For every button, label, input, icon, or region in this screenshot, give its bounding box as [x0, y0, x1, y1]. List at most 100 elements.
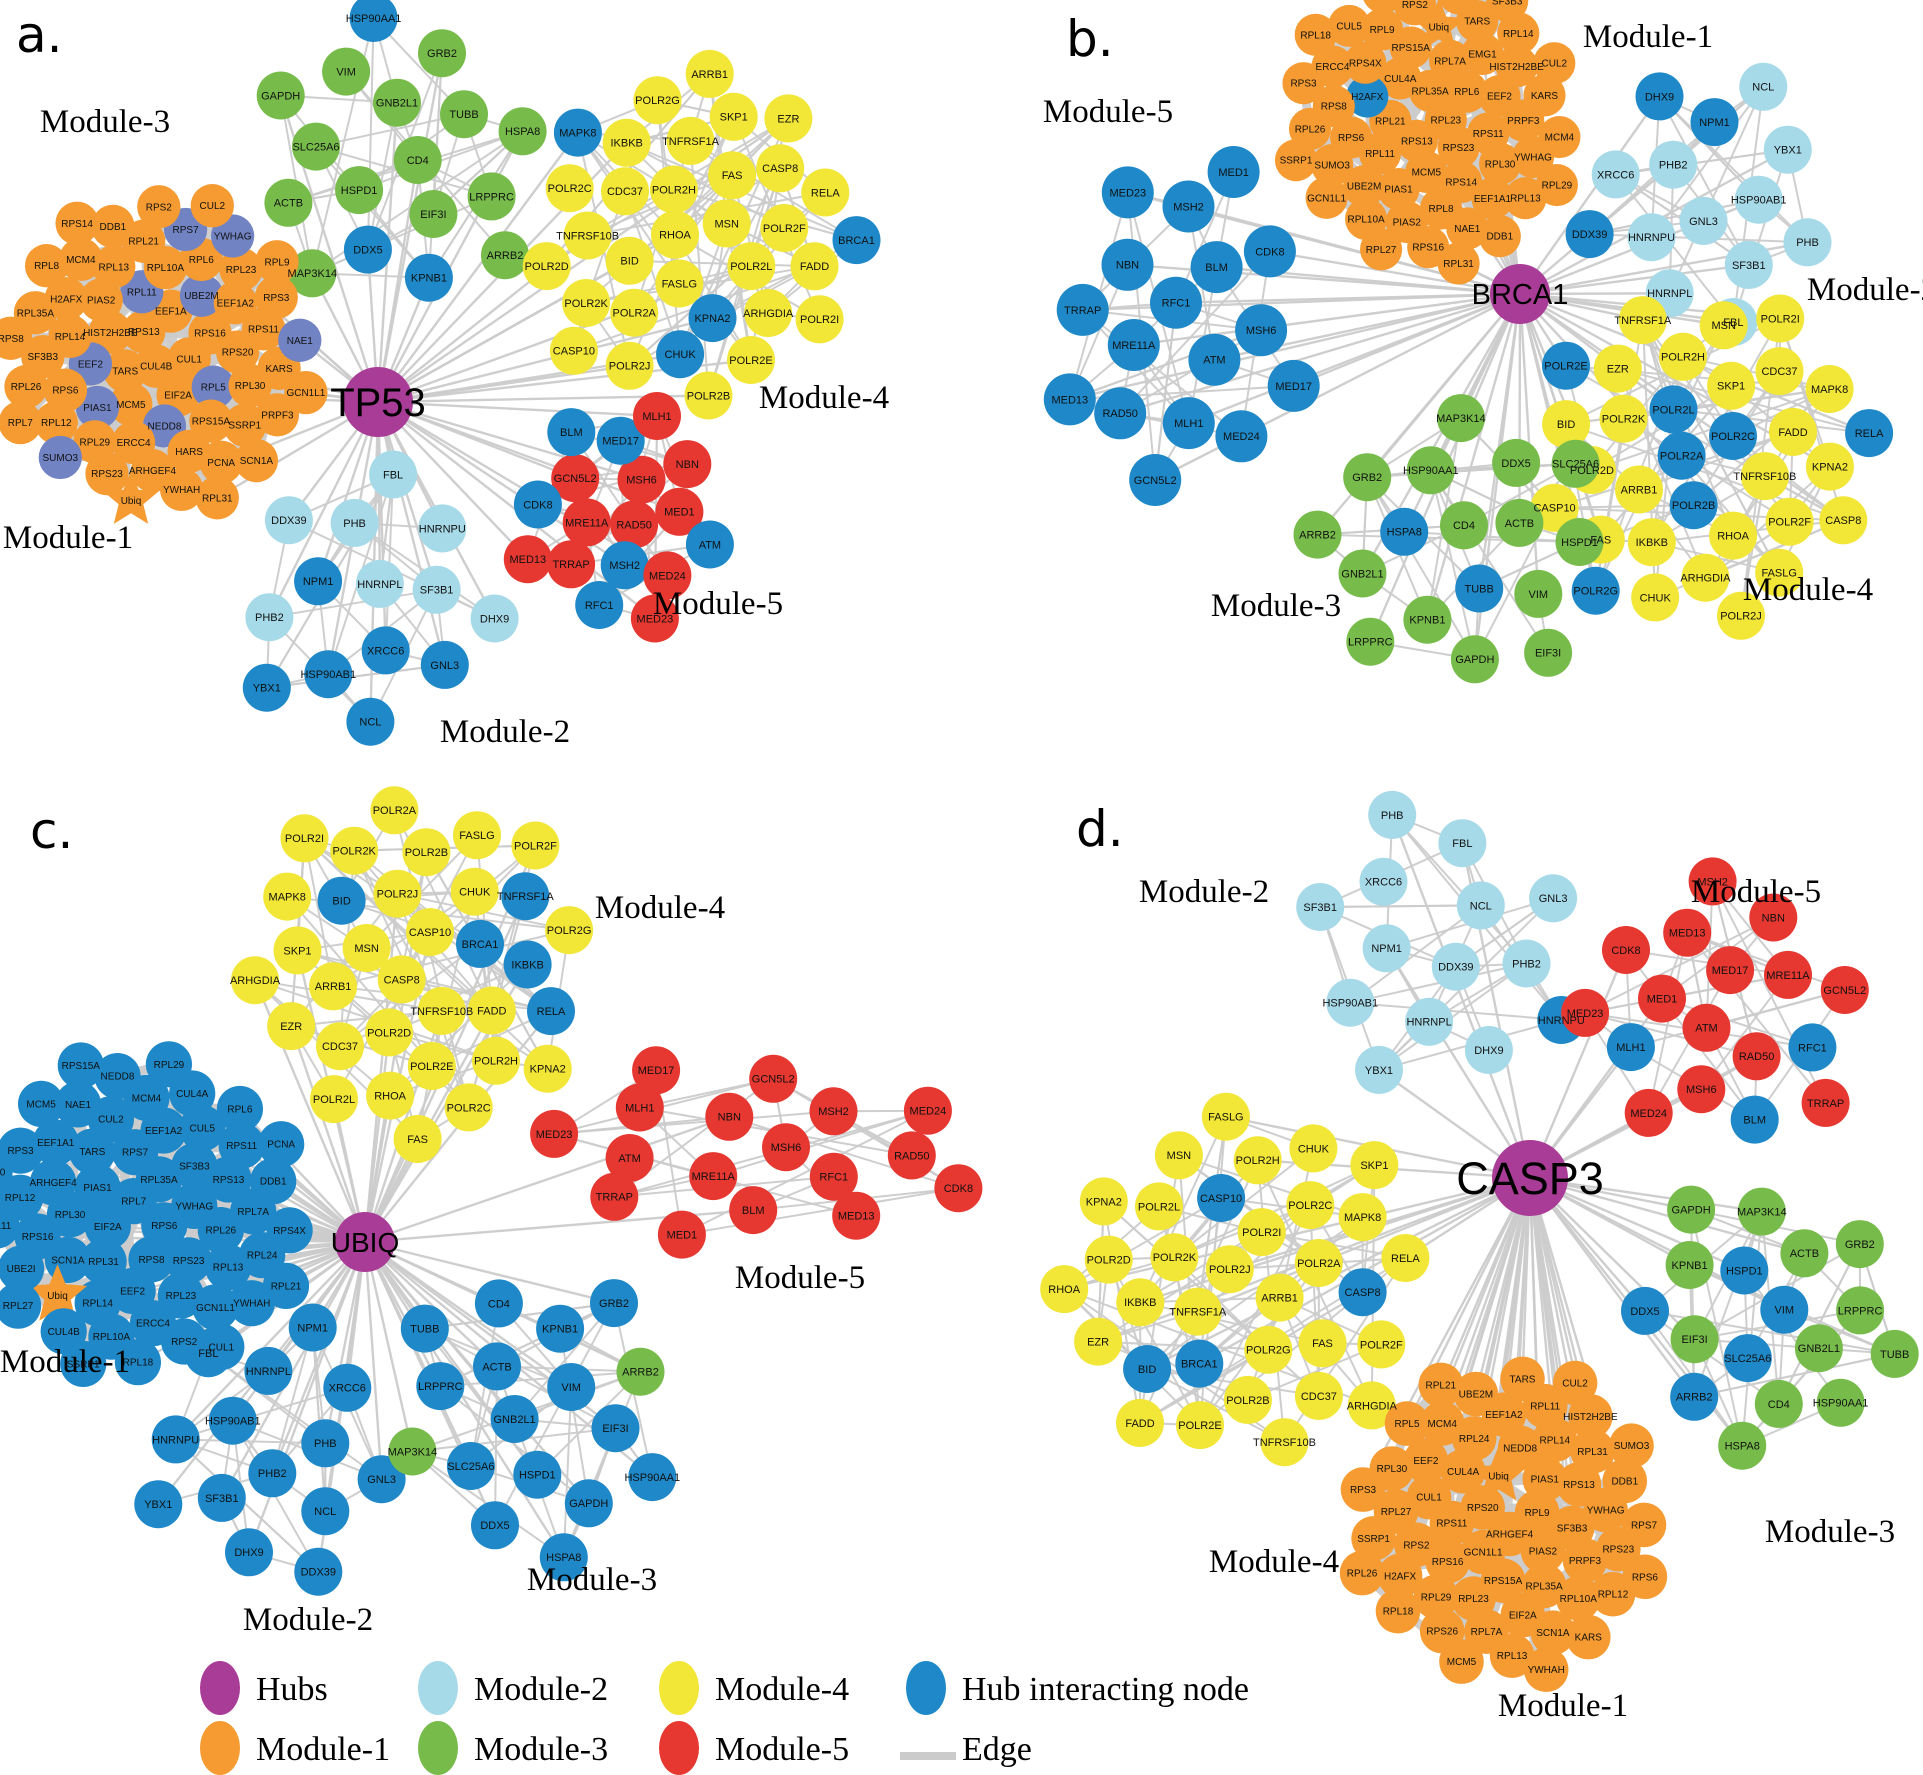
node-nbn — [705, 1092, 754, 1141]
edge — [1366, 476, 1476, 660]
hub-edge — [1269, 250, 1521, 296]
edge — [1378, 962, 1528, 1071]
node-label: POLR2J — [609, 361, 651, 373]
node-rps6 — [43, 368, 88, 412]
node-tubb — [440, 90, 488, 139]
node-ddb1 — [91, 204, 135, 249]
edge — [1644, 1310, 1780, 1405]
node-label: PIAS1 — [1384, 185, 1413, 196]
node-rpl5 — [191, 365, 235, 409]
hub-edge — [1133, 292, 1521, 347]
node-label: PRPF3 — [261, 410, 294, 421]
node-label: UBE2I — [7, 1264, 36, 1275]
node-polr2i — [795, 295, 844, 344]
hub-edge — [1529, 1177, 1696, 1398]
node-gapdh — [1667, 1185, 1716, 1234]
node-vim — [1760, 1285, 1809, 1334]
node-label: GCN5L2 — [554, 473, 597, 485]
node-label: KPNA2 — [694, 313, 730, 325]
node-label: MSH6 — [626, 475, 657, 487]
node-label: RPS11 — [248, 324, 279, 335]
node-rpl23 — [219, 247, 263, 292]
node-brca1 — [1175, 1339, 1224, 1388]
node-label: RPL35A — [1525, 1581, 1563, 1592]
node-atm — [1682, 1003, 1731, 1052]
node-gcn1l1 — [192, 1284, 239, 1331]
node-label: SSRP1 — [228, 421, 261, 432]
node-label: BRCA1 — [462, 939, 499, 951]
node-rpl31 — [1570, 1429, 1615, 1474]
node-ywhah — [159, 467, 204, 512]
node-bid — [317, 876, 366, 925]
node-rps3 — [1282, 62, 1325, 105]
node-polr2c — [1709, 412, 1757, 460]
node-casp8 — [1338, 1268, 1387, 1317]
edge — [315, 145, 430, 279]
node-med13 — [503, 535, 552, 584]
node-label: RPS6 — [1338, 133, 1365, 144]
node-slc25a6 — [1723, 1334, 1772, 1383]
legend-label: Hub interacting node — [962, 1671, 1249, 1708]
node-med17 — [596, 416, 645, 465]
node-polr2g — [1244, 1325, 1293, 1374]
node-label: RPL12 — [5, 1193, 36, 1204]
hub-edge — [364, 1115, 730, 1244]
node-label: MSN — [1167, 1150, 1192, 1162]
node-label: MED23 — [1109, 187, 1146, 199]
node-phb2 — [1649, 140, 1698, 189]
node-label: RPL13 — [99, 262, 130, 273]
node-gcn5l2 — [1820, 966, 1869, 1014]
node-rela — [801, 168, 850, 217]
node-label: RPS20 — [0, 1168, 6, 1179]
node-label: MSN — [714, 218, 739, 230]
node-hspa8 — [1718, 1421, 1767, 1470]
node-label: EIF3I — [1535, 648, 1561, 660]
node-label: EZR — [1087, 1336, 1109, 1348]
node-label: MSN — [1711, 320, 1736, 332]
node-label: GNL3 — [367, 1474, 396, 1486]
hub-edge — [1518, 293, 1522, 523]
node-polr2e — [407, 1042, 456, 1090]
node-fadd — [1769, 407, 1817, 456]
node-label: CUL2 — [1542, 59, 1568, 70]
node-label: H2AFX — [1384, 1571, 1417, 1582]
edge — [624, 190, 682, 355]
node-rps11 — [218, 1122, 265, 1169]
node-label: PHB — [1381, 810, 1404, 822]
node-skp1 — [1707, 361, 1756, 410]
node-skp1 — [1350, 1141, 1399, 1190]
node-ybx1 — [134, 1480, 183, 1529]
node-label: TNFRSF1A — [662, 136, 720, 148]
node-med17 — [1267, 359, 1320, 412]
node-cdk8 — [1602, 926, 1650, 974]
node-rpl30 — [1479, 142, 1522, 185]
node-label: IKBKB — [1124, 1297, 1156, 1309]
node-sf3b1 — [1296, 883, 1345, 931]
node-label: NAE1 — [287, 336, 314, 347]
hub-edge — [376, 159, 419, 403]
node-label: FASLG — [662, 278, 697, 290]
node-mre11a — [1107, 319, 1160, 371]
node-label: CD4 — [1453, 520, 1475, 532]
node-label: HNRNPL — [246, 1366, 291, 1378]
node-label: BLM — [1743, 1114, 1766, 1126]
node-dhx9 — [470, 594, 519, 643]
node-label: POLR2D — [1570, 465, 1614, 477]
node-label: CDK8 — [944, 1183, 973, 1195]
node-grb2 — [1835, 1220, 1884, 1269]
node-h2afx — [1377, 1553, 1423, 1599]
node-gnl3 — [1679, 196, 1728, 245]
node-atm — [1188, 333, 1241, 386]
node-label: ARHGEF4 — [1486, 1530, 1534, 1541]
node-label: CASP10 — [1533, 503, 1575, 515]
node-label: RPL23 — [1458, 1594, 1489, 1605]
node-label: RPS8 — [138, 1255, 165, 1266]
node-atm — [605, 1134, 654, 1182]
node-map3k14 — [288, 249, 337, 298]
node-label: ARRB2 — [1676, 1392, 1713, 1404]
node-gnb2l1 — [1338, 549, 1387, 598]
edge — [494, 1302, 615, 1526]
node-label: POLR2E — [410, 1061, 453, 1073]
node-label: RPL21 — [1375, 116, 1406, 127]
node-polr2f — [511, 821, 560, 870]
